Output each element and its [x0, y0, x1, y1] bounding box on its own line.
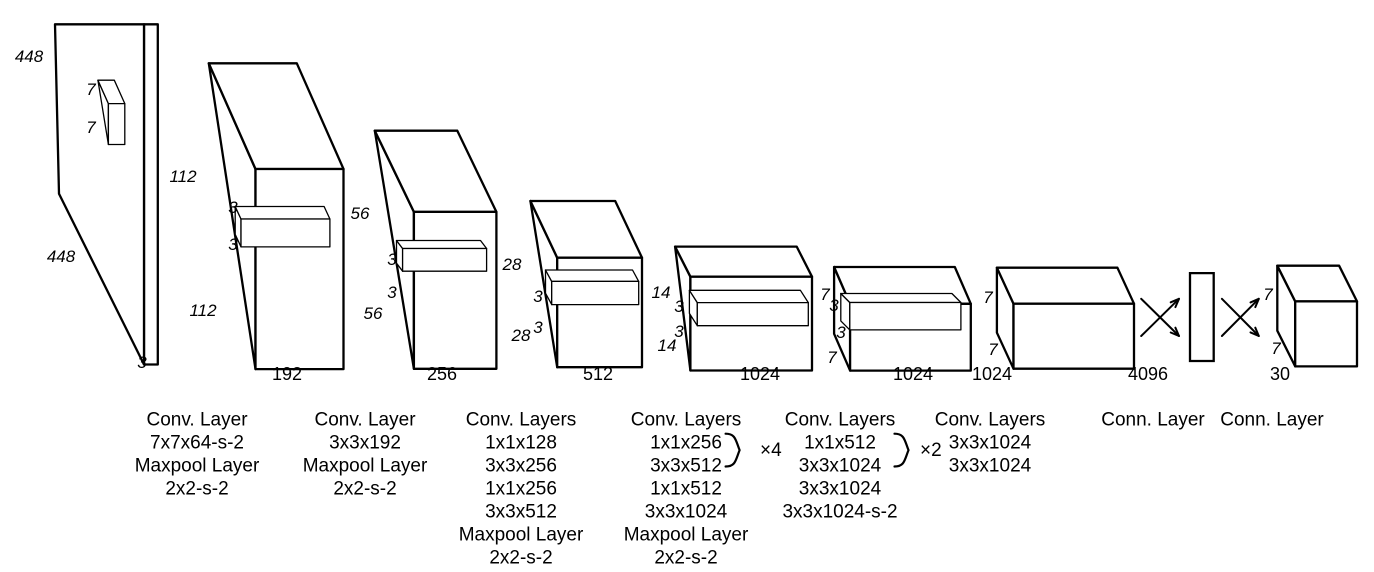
svg-text:3: 3 — [387, 283, 397, 302]
svg-text:7: 7 — [988, 340, 998, 359]
svg-text:1x1x512: 1x1x512 — [804, 433, 876, 454]
svg-text:×2: ×2 — [920, 440, 942, 461]
svg-text:1024: 1024 — [740, 364, 780, 384]
svg-text:448: 448 — [15, 47, 44, 66]
svg-text:4096: 4096 — [1128, 364, 1168, 384]
svg-text:Maxpool Layer: Maxpool Layer — [135, 456, 260, 477]
svg-text:1x1x256: 1x1x256 — [650, 433, 722, 454]
svg-text:1024: 1024 — [972, 364, 1012, 384]
svg-text:1x1x256: 1x1x256 — [485, 479, 557, 500]
svg-text:14: 14 — [652, 283, 671, 302]
svg-text:Conv. Layers: Conv. Layers — [785, 410, 896, 431]
svg-text:1x1x512: 1x1x512 — [650, 479, 722, 500]
svg-text:3x3x512: 3x3x512 — [650, 456, 722, 477]
svg-text:Conv. Layer: Conv. Layer — [146, 410, 248, 431]
svg-text:1x1x128: 1x1x128 — [485, 433, 557, 454]
svg-text:3: 3 — [228, 235, 238, 254]
svg-text:28: 28 — [511, 326, 531, 345]
svg-text:Conv. Layers: Conv. Layers — [466, 410, 577, 431]
svg-text:192: 192 — [272, 364, 302, 384]
svg-text:×4: ×4 — [760, 440, 782, 461]
svg-text:112: 112 — [169, 167, 197, 186]
svg-text:Conv. Layer: Conv. Layer — [314, 410, 416, 431]
svg-text:3: 3 — [228, 198, 238, 217]
svg-text:30: 30 — [1270, 364, 1290, 384]
svg-text:Maxpool Layer: Maxpool Layer — [303, 456, 428, 477]
svg-text:3x3x1024: 3x3x1024 — [949, 433, 1032, 454]
svg-text:2x2-s-2: 2x2-s-2 — [165, 479, 228, 500]
svg-text:3: 3 — [836, 323, 846, 342]
svg-text:3x3x1024: 3x3x1024 — [799, 479, 882, 500]
svg-text:7: 7 — [1271, 339, 1281, 358]
svg-text:1024: 1024 — [893, 364, 933, 384]
svg-text:112: 112 — [189, 301, 217, 320]
svg-text:7: 7 — [86, 118, 96, 137]
svg-text:7: 7 — [1263, 285, 1273, 304]
svg-text:Conv. Layers: Conv. Layers — [935, 410, 1046, 431]
svg-text:7: 7 — [86, 80, 96, 99]
svg-text:2x2-s-2: 2x2-s-2 — [489, 548, 552, 569]
svg-text:Maxpool Layer: Maxpool Layer — [624, 525, 749, 546]
svg-text:2x2-s-2: 2x2-s-2 — [333, 479, 396, 500]
svg-text:3x3x1024: 3x3x1024 — [645, 502, 728, 523]
svg-text:3: 3 — [829, 296, 839, 315]
svg-text:3x3x512: 3x3x512 — [485, 502, 557, 523]
svg-text:Conv. Layers: Conv. Layers — [631, 410, 742, 431]
svg-text:3x3x192: 3x3x192 — [329, 433, 401, 454]
svg-text:7: 7 — [827, 348, 837, 367]
svg-text:3x3x1024: 3x3x1024 — [949, 456, 1032, 477]
svg-text:7x7x64-s-2: 7x7x64-s-2 — [150, 433, 244, 454]
svg-text:Conn. Layer: Conn. Layer — [1220, 410, 1324, 431]
svg-text:Conn. Layer: Conn. Layer — [1101, 410, 1205, 431]
svg-text:56: 56 — [351, 204, 370, 223]
svg-text:56: 56 — [364, 304, 383, 323]
svg-text:3: 3 — [674, 297, 684, 316]
svg-text:256: 256 — [427, 364, 457, 384]
svg-text:28: 28 — [502, 255, 522, 274]
svg-text:3: 3 — [533, 287, 543, 306]
svg-text:2x2-s-2: 2x2-s-2 — [654, 548, 717, 569]
svg-text:3: 3 — [533, 318, 543, 337]
svg-text:3: 3 — [387, 250, 397, 269]
svg-text:3x3x1024-s-2: 3x3x1024-s-2 — [782, 502, 897, 523]
svg-text:7: 7 — [983, 288, 993, 307]
svg-text:3: 3 — [137, 353, 147, 372]
svg-text:Maxpool Layer: Maxpool Layer — [459, 525, 584, 546]
svg-text:512: 512 — [583, 364, 613, 384]
svg-text:3x3x1024: 3x3x1024 — [799, 456, 882, 477]
svg-text:3: 3 — [674, 322, 684, 341]
svg-text:448: 448 — [47, 247, 76, 266]
svg-text:3x3x256: 3x3x256 — [485, 456, 557, 477]
